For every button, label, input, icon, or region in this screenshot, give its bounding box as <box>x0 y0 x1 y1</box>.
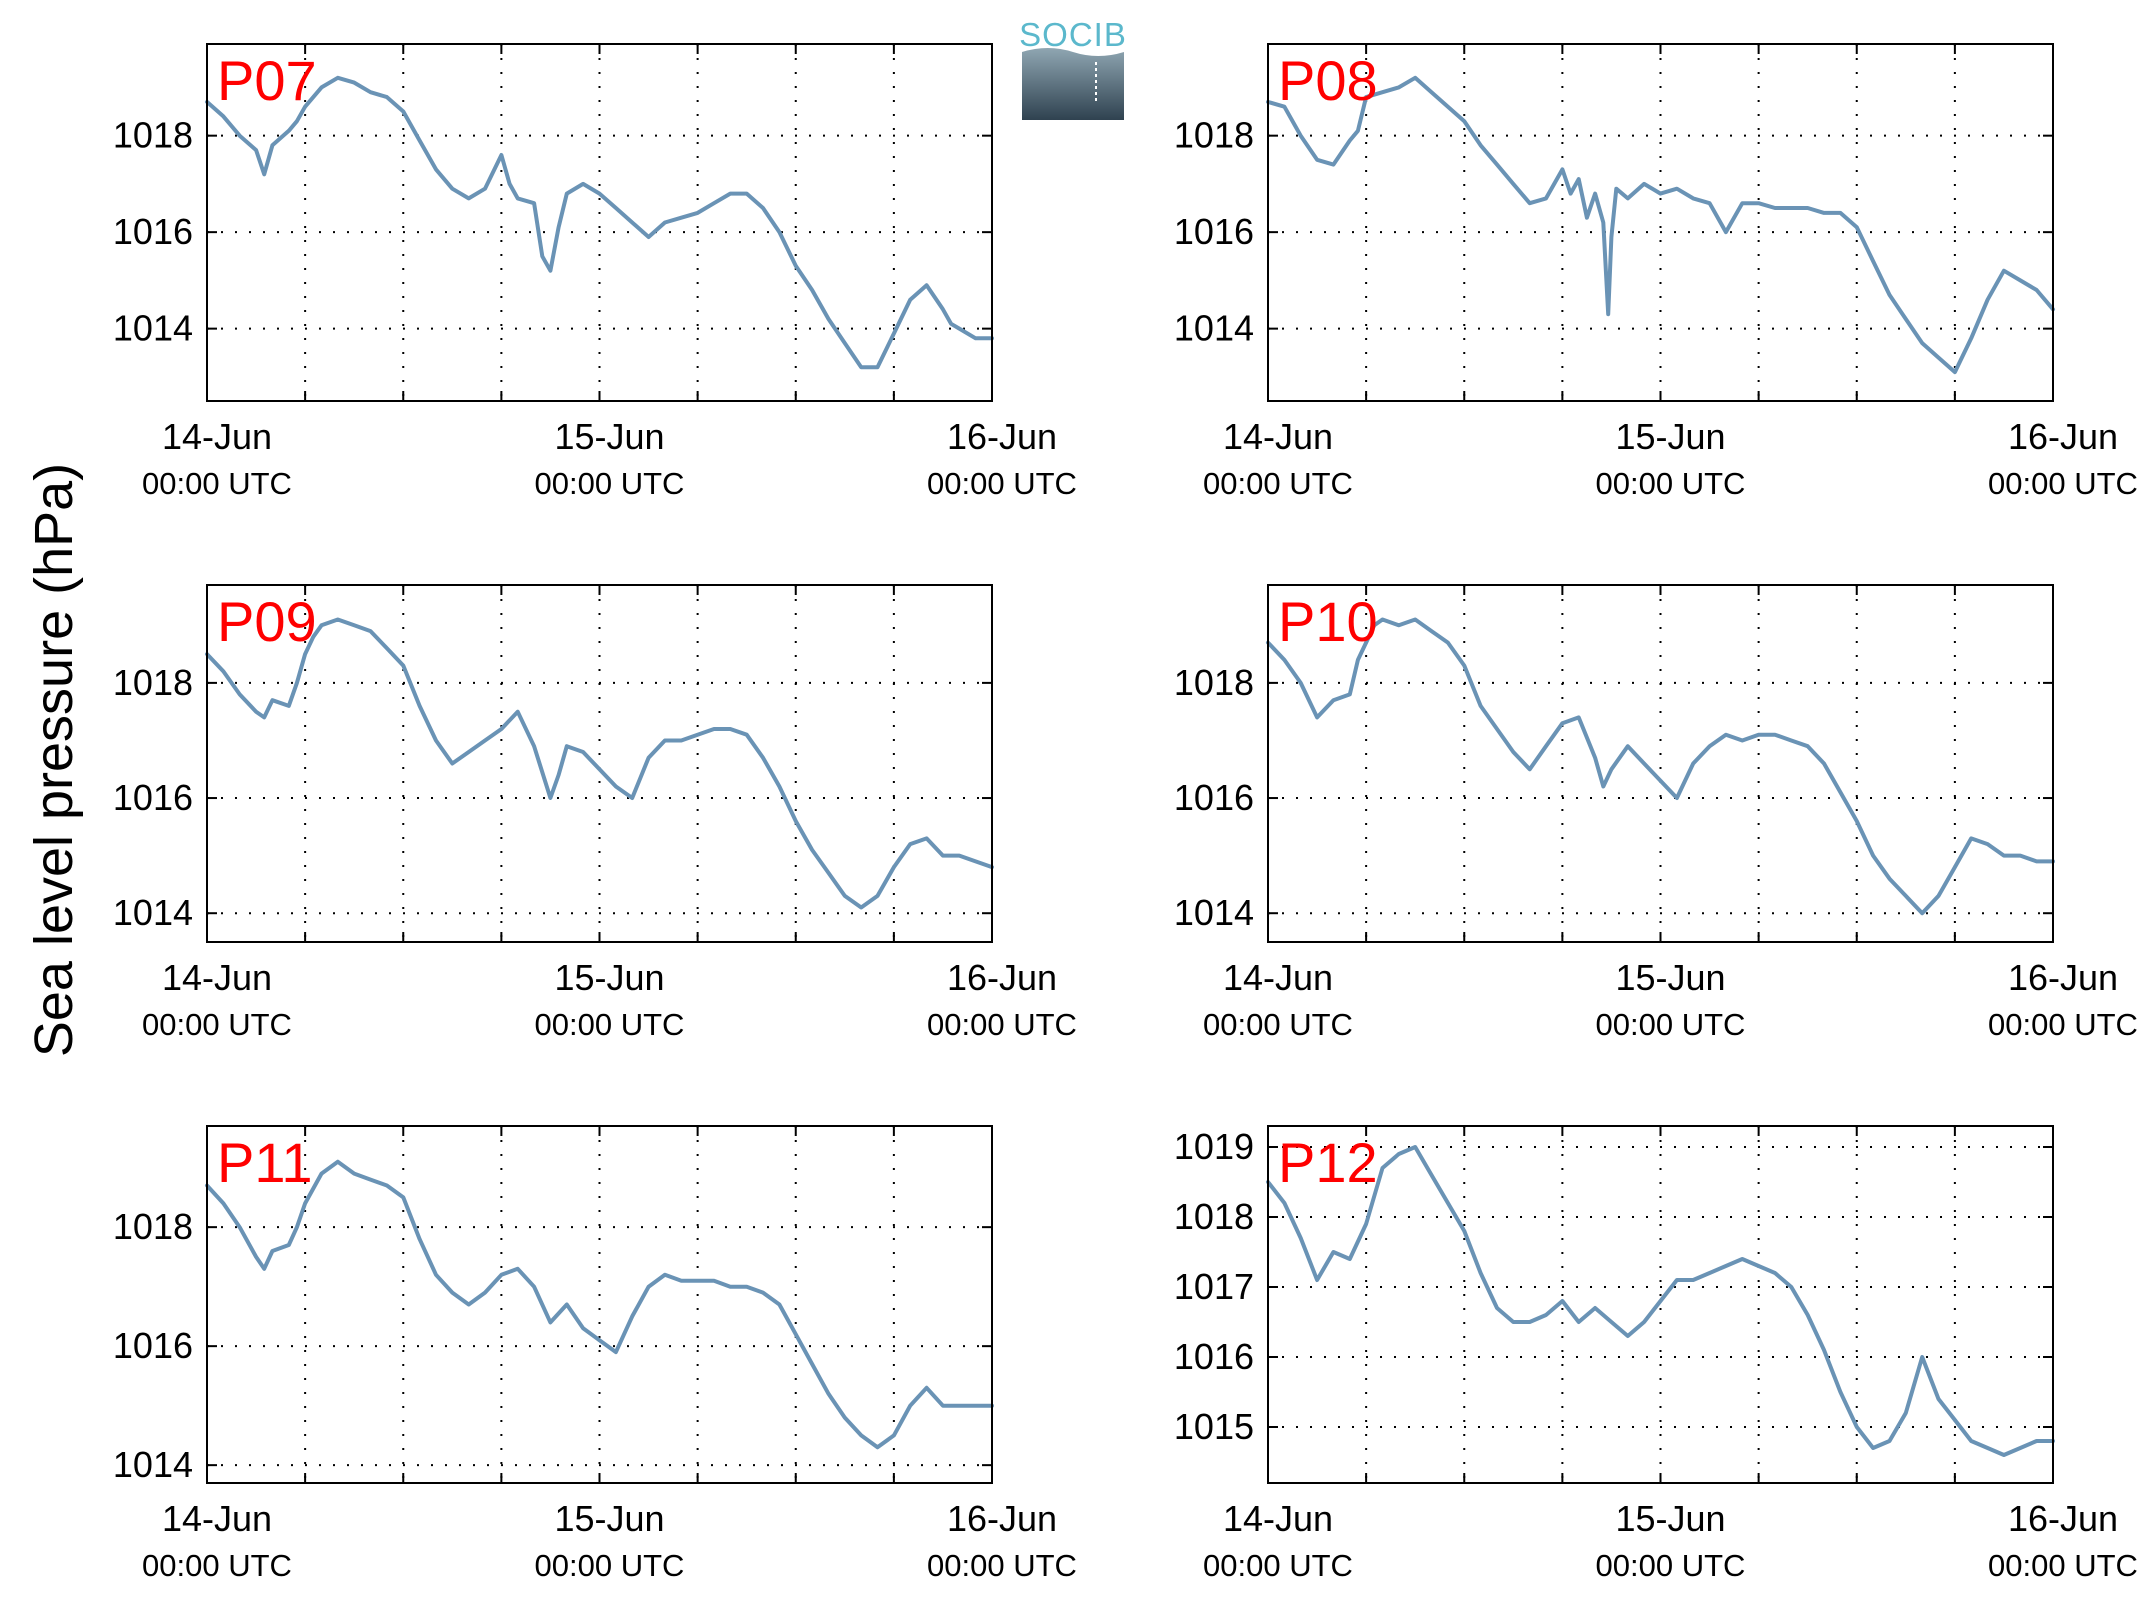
chart-panel-p09: 1014 1016 1018 14-Jun 00:00 UTC 15-Jun 00:00 U… <box>113 584 1077 1042</box>
chart-panel-p12: 1015 1016 1017 1018 1019 14-Jun 00:00 UTC 15-Ju… <box>1174 1125 2138 1583</box>
x-tick-sublabel: 00:00 UTC <box>1596 1548 1746 1583</box>
chart-panel-p10: 1014 1016 1018 14-Jun 00:00 UTC 15-Jun 00:00 U… <box>1174 584 2138 1042</box>
chart-panel-p08: 1014 1016 1018 14-Jun 00:00 UTC 15-Jun 00:00 U… <box>1174 43 2138 501</box>
y-axis-label: Sea level pressure (hPa) <box>24 463 84 1057</box>
x-tick-label: 16-Jun <box>2008 1498 2118 1539</box>
x-tick-label: 15-Jun <box>554 416 664 457</box>
socib-logo: SOCIB <box>1019 16 1127 120</box>
x-tick-label: 15-Jun <box>1615 1498 1725 1539</box>
x-tick-label: 14-Jun <box>1223 416 1333 457</box>
x-tick-sublabel: 00:00 UTC <box>535 466 685 501</box>
panel-label: P12 <box>1278 1131 1378 1194</box>
x-tick-sublabel: 00:00 UTC <box>927 1548 1077 1583</box>
logo-text: SOCIB <box>1019 16 1127 53</box>
x-tick-label: 16-Jun <box>947 1498 1057 1539</box>
y-tick-label: 1016 <box>1174 777 1254 818</box>
pressure-series-line <box>1266 75 2055 375</box>
y-tick-label: 1018 <box>1174 1196 1254 1237</box>
x-tick-label: 14-Jun <box>162 416 272 457</box>
x-tick-label: 15-Jun <box>1615 957 1725 998</box>
y-tick-label: 1019 <box>1174 1126 1254 1167</box>
y-tick-label: 1018 <box>1174 662 1254 703</box>
x-tick-sublabel: 00:00 UTC <box>1596 1007 1746 1042</box>
chart-panel-p11: 1014 1016 1018 14-Jun 00:00 UTC 15-Jun 00:00 U… <box>113 1125 1077 1583</box>
y-tick-label: 1014 <box>113 308 193 349</box>
x-tick-sublabel: 00:00 UTC <box>1988 1548 2138 1583</box>
y-tick-label: 1016 <box>113 777 193 818</box>
y-tick-label: 1016 <box>113 1325 193 1366</box>
x-tick-label: 15-Jun <box>554 1498 664 1539</box>
x-tick-sublabel: 00:00 UTC <box>142 1007 292 1042</box>
pressure-series-line <box>1266 617 2055 916</box>
y-tick-label: 1015 <box>1174 1406 1254 1447</box>
x-tick-label: 16-Jun <box>947 957 1057 998</box>
y-tick-label: 1014 <box>113 1444 193 1485</box>
axes-frame <box>1267 1125 2054 1484</box>
x-tick-sublabel: 00:00 UTC <box>1596 466 1746 501</box>
axes-frame <box>1267 43 2054 402</box>
x-tick-sublabel: 00:00 UTC <box>1203 1548 1353 1583</box>
x-tick-sublabel: 00:00 UTC <box>927 1007 1077 1042</box>
x-tick-sublabel: 00:00 UTC <box>142 1548 292 1583</box>
y-tick-label: 1017 <box>1174 1266 1254 1307</box>
x-tick-sublabel: 00:00 UTC <box>927 466 1077 501</box>
x-tick-label: 16-Jun <box>2008 957 2118 998</box>
panel-label: P08 <box>1278 49 1378 112</box>
y-tick-label: 1018 <box>1174 115 1254 156</box>
panel-label: P07 <box>217 49 317 112</box>
x-tick-label: 16-Jun <box>2008 416 2118 457</box>
x-tick-sublabel: 00:00 UTC <box>1988 1007 2138 1042</box>
x-tick-label: 15-Jun <box>554 957 664 998</box>
x-tick-sublabel: 00:00 UTC <box>1988 466 2138 501</box>
y-tick-label: 1016 <box>113 211 193 252</box>
y-tick-label: 1016 <box>1174 1336 1254 1377</box>
pressure-series-line <box>205 1159 994 1450</box>
chart-panel-p07: 1014 1016 1018 14-Jun 00:00 UTC 15-Jun 00:00 U… <box>113 43 1077 501</box>
axes-frame <box>206 584 993 943</box>
x-tick-sublabel: 00:00 UTC <box>535 1007 685 1042</box>
y-tick-label: 1018 <box>113 1206 193 1247</box>
y-tick-label: 1014 <box>1174 308 1254 349</box>
y-tick-label: 1016 <box>1174 211 1254 252</box>
x-tick-sublabel: 00:00 UTC <box>535 1548 685 1583</box>
y-tick-label: 1014 <box>1174 892 1254 933</box>
panel-label: P09 <box>217 590 317 653</box>
logo-wave-shape <box>1022 48 1124 120</box>
pressure-series-line <box>1266 1145 2055 1457</box>
x-tick-label: 15-Jun <box>1615 416 1725 457</box>
y-tick-label: 1018 <box>113 662 193 703</box>
axes-frame <box>206 1125 993 1484</box>
x-tick-label: 14-Jun <box>162 1498 272 1539</box>
y-tick-label: 1018 <box>113 115 193 156</box>
x-tick-label: 16-Jun <box>947 416 1057 457</box>
x-tick-sublabel: 00:00 UTC <box>1203 466 1353 501</box>
chart-panels: 1014 1016 1018 14-Jun 00:00 UTC 15-Jun 00:00 U… <box>113 43 2138 1583</box>
pressure-series-line <box>205 617 994 910</box>
axes-frame <box>1267 584 2054 943</box>
x-tick-sublabel: 00:00 UTC <box>1203 1007 1353 1042</box>
x-tick-label: 14-Jun <box>162 957 272 998</box>
panel-label: P10 <box>1278 590 1378 653</box>
panel-label: P11 <box>217 1131 312 1194</box>
x-tick-label: 14-Jun <box>1223 1498 1333 1539</box>
axes-frame <box>206 43 993 402</box>
pressure-series-line <box>205 75 994 370</box>
x-tick-label: 14-Jun <box>1223 957 1333 998</box>
y-tick-label: 1014 <box>113 892 193 933</box>
x-tick-sublabel: 00:00 UTC <box>142 466 292 501</box>
